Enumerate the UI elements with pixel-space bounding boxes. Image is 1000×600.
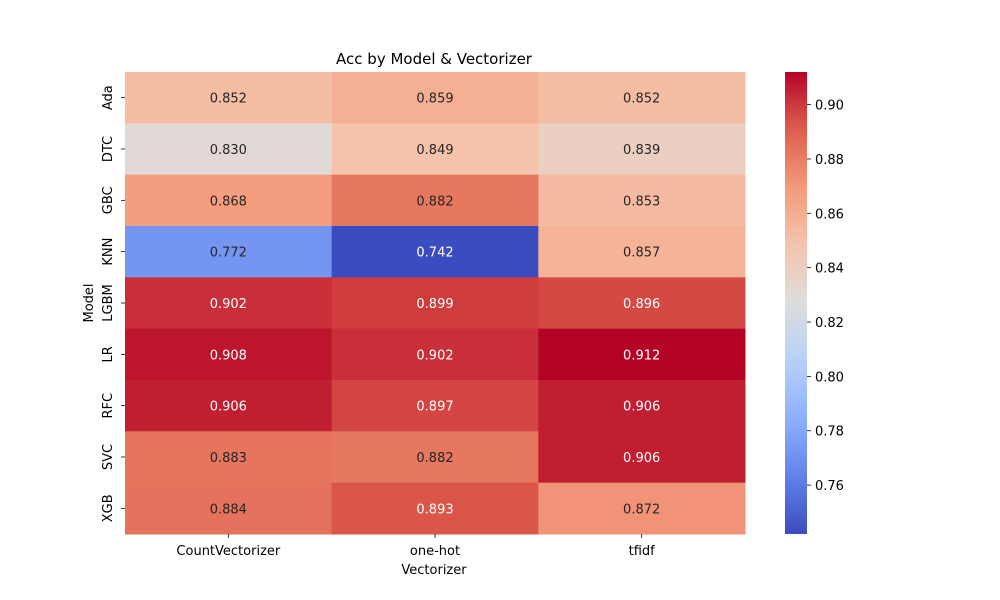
y-tick-label: LR [101,346,116,362]
colorbar-ticks: 0.76 0.78 0.80 0.82 0.84 0.86 0.88 0.90 [807,99,844,494]
x-tick-label: one-hot [410,544,460,559]
y-tick-label: Ada [101,85,116,110]
cell-value-label: 0.772 [210,246,247,261]
y-tick-label: KNN [101,238,116,266]
colorbar-tick-label: 0.88 [815,153,844,168]
heatmap-cell [331,431,539,484]
heatmap-cells: 0.852 0.859 0.852 0.830 0.849 0.839 0.868 0.882… [125,72,746,535]
heatmap-cell [125,328,333,381]
heatmap-cell [538,380,746,432]
heatmap-cell [538,72,746,124]
heatmap-cell [331,174,539,227]
cell-value-label: 0.884 [210,502,247,517]
cell-value-label: 0.906 [623,400,660,415]
heatmap-cell [538,123,746,176]
heatmap-cell [125,123,333,176]
y-tick-label: SVC [101,444,116,470]
colorbar-tick-label: 0.82 [815,316,844,331]
y-tick-label: XGB [101,494,116,522]
heatmap-cell [331,72,539,124]
cell-value-label: 0.902 [210,297,247,312]
cell-value-label: 0.899 [416,297,453,312]
cell-value-label: 0.849 [416,143,453,158]
y-tick-label: GBC [101,186,116,214]
heatmap-cell [331,328,539,381]
heatmap-cell [331,482,539,535]
x-tick-label: tfidf [629,544,656,559]
y-tick-label: LGBM [101,284,116,321]
chart-title: Acc by Model & Vectorizer [336,50,533,68]
cell-value-label: 0.912 [623,348,660,363]
colorbar [785,72,807,534]
y-axis-label: Model [82,283,97,322]
heatmap-cell [331,226,539,278]
heatmap-cell [331,277,539,330]
heatmap-cell [125,277,333,330]
y-tick-label: DTC [101,136,116,162]
cell-value-label: 0.883 [210,451,247,466]
cell-value-label: 0.906 [210,400,247,415]
x-tick-label: CountVectorizer [176,544,280,559]
heatmap-cell [125,380,333,432]
heatmap-cell [538,431,746,484]
y-tick-label: RFC [101,393,116,419]
cell-value-label: 0.872 [623,502,660,517]
cell-value-label: 0.896 [623,297,660,312]
cell-value-label: 0.852 [623,92,660,107]
heatmap-cell [125,226,333,278]
colorbar-tick-label: 0.90 [815,99,844,114]
cell-value-label: 0.893 [416,502,453,517]
heatmap-cell [331,380,539,432]
cell-value-label: 0.906 [623,451,660,466]
x-axis-ticks: CountVectorizer one-hot tfidf [176,534,655,559]
cell-value-label: 0.897 [416,400,453,415]
heatmap-cell [125,482,333,535]
colorbar-tick-label: 0.86 [815,207,844,222]
cell-value-label: 0.859 [416,92,453,107]
cell-value-label: 0.839 [623,143,660,158]
colorbar-tick-label: 0.76 [815,479,844,494]
cell-value-label: 0.742 [416,246,453,261]
colorbar-tick-label: 0.84 [815,262,844,277]
heatmap-cell [125,431,333,484]
cell-value-label: 0.852 [210,92,247,107]
heatmap-cell [538,174,746,227]
cell-value-label: 0.882 [416,451,453,466]
heatmap-cell [538,226,746,278]
heatmap-cell [538,328,746,381]
x-axis-label: Vectorizer [401,563,467,578]
y-axis-ticks: Ada DTC GBC KNN LGBM LR RFC SVC XGB [101,85,125,522]
heatmap-cell [331,123,539,176]
cell-value-label: 0.882 [416,194,453,209]
cell-value-label: 0.908 [210,348,247,363]
cell-value-label: 0.902 [416,348,453,363]
cell-value-label: 0.853 [623,194,660,209]
heatmap-cell [538,482,746,535]
colorbar-tick-label: 0.78 [815,425,844,440]
heatmap-cell [125,72,333,124]
heatmap-cell [125,174,333,227]
heatmap-cell [538,277,746,330]
colorbar-tick-label: 0.80 [815,370,844,385]
cell-value-label: 0.830 [210,143,247,158]
cell-value-label: 0.868 [210,194,247,209]
cell-value-label: 0.857 [623,246,660,261]
